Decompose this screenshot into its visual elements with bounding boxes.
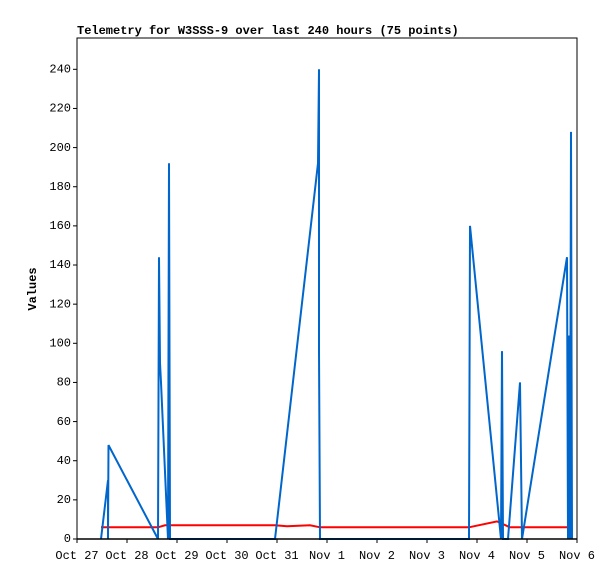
- y-tick-label: 240: [49, 62, 71, 76]
- chart-title: Telemetry for W3SSS-9 over last 240 hour…: [77, 24, 459, 38]
- x-tick-label: Oct 28: [105, 549, 148, 563]
- y-tick-label: 100: [49, 336, 71, 350]
- x-tick-label: Oct 27: [55, 549, 98, 563]
- y-tick-label: 220: [49, 102, 71, 116]
- x-tick-label: Nov 2: [359, 549, 395, 563]
- y-tick-label: 120: [49, 297, 71, 311]
- x-tick-label: Nov 5: [509, 549, 545, 563]
- y-tick-label: 180: [49, 180, 71, 194]
- x-tick-label: Nov 1: [309, 549, 345, 563]
- y-tick-label: 140: [49, 258, 71, 272]
- data-line: [100, 69, 573, 540]
- y-axis-label: Values: [26, 267, 40, 310]
- x-tick-label: Nov 3: [409, 549, 445, 563]
- y-tick-label: 200: [49, 141, 71, 155]
- x-tick-label: Oct 29: [155, 549, 198, 563]
- y-tick-label: 20: [57, 493, 71, 507]
- y-tick-label: 160: [49, 219, 71, 233]
- x-tick-label: Nov 6: [559, 549, 595, 563]
- y-tick-label: 0: [64, 532, 71, 546]
- x-tick-label: Oct 31: [255, 549, 298, 563]
- x-tick-label: Oct 30: [205, 549, 248, 563]
- y-tick-label: 60: [57, 415, 71, 429]
- y-tick-label: 80: [57, 376, 71, 390]
- x-tick-label: Nov 4: [459, 549, 495, 563]
- y-tick-label: 40: [57, 454, 71, 468]
